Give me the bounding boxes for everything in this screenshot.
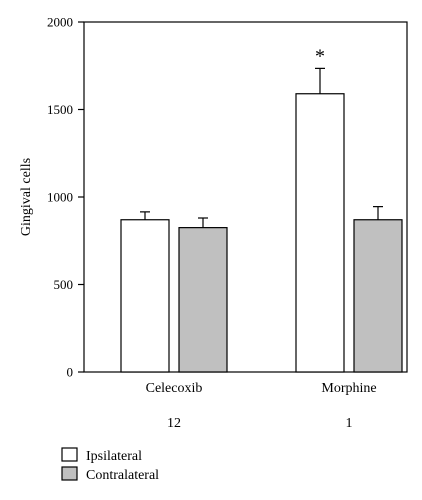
legend-label: Contralateral [86, 468, 159, 483]
bar-ipsilateral-celecoxib [120, 219, 170, 373]
y-tick-label: 2000 [47, 15, 73, 30]
legend: Ipsilateral Contralateral [61, 447, 159, 483]
category-sublabel: 1 [346, 416, 353, 431]
y-axis: 0 500 1000 1500 2000 [47, 15, 84, 380]
bar-contralateral-celecoxib [178, 227, 228, 373]
category-sublabel: 12 [167, 416, 181, 431]
y-tick-label: 500 [54, 277, 74, 292]
y-tick-label: 1500 [47, 102, 73, 117]
category-label: Celecoxib [146, 381, 203, 396]
x-axis-labels: Celecoxib 12 Morphine 1 [146, 381, 377, 431]
y-tick-label: 1000 [47, 190, 73, 205]
category-label: Morphine [321, 381, 376, 396]
legend-swatch [61, 447, 78, 462]
bar-ipsilateral-morphine [295, 93, 345, 373]
bar-contralateral-morphine [353, 219, 403, 373]
plot-border [83, 21, 408, 373]
bars: * [120, 45, 403, 373]
legend-label: Ipsilateral [86, 449, 142, 464]
y-axis-title: Gingival cells [19, 158, 34, 236]
legend-swatch [61, 466, 78, 481]
plot-frame [83, 21, 408, 373]
y-tick-label: 0 [67, 365, 74, 380]
significance-marker: * [315, 45, 325, 67]
